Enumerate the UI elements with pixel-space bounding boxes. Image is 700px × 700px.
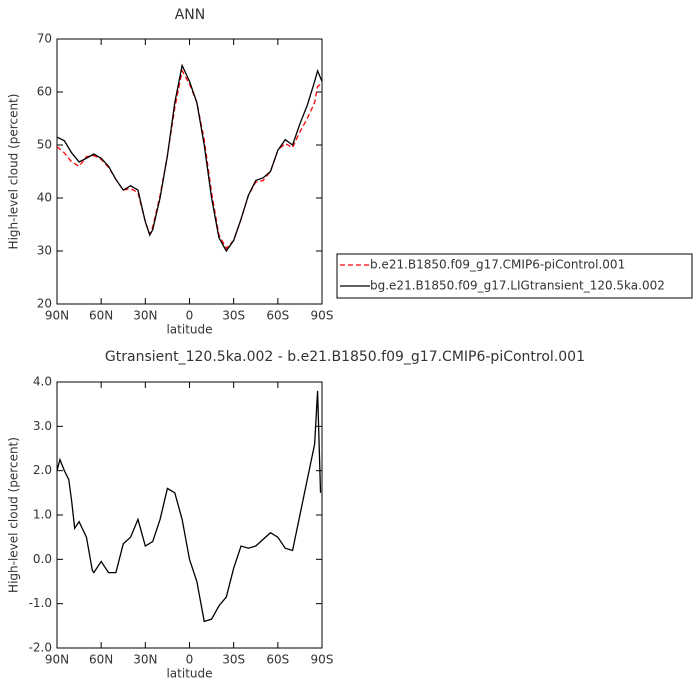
x-tick-label: 90S <box>311 309 334 323</box>
y-tick-label: 20 <box>37 297 52 311</box>
y-tick-label: 30 <box>37 244 52 258</box>
x-tick-label: 90N <box>45 653 69 667</box>
y-tick-label: 4.0 <box>33 375 52 389</box>
x-tick-label: 60S <box>266 653 289 667</box>
legend-box <box>336 253 693 299</box>
y-axis-label: High-level cloud (percent) <box>7 437 21 593</box>
x-axis-label: latitude <box>166 667 212 681</box>
x-tick-label: 60S <box>266 309 289 323</box>
y-tick-label: 40 <box>37 191 52 205</box>
x-tick-label: 30N <box>133 653 157 667</box>
x-axis-label: latitude <box>166 323 212 337</box>
y-tick-label: 70 <box>37 32 52 46</box>
y-axis-label: High-level cloud (percent) <box>7 94 21 250</box>
y-tick-label: 2.0 <box>33 463 52 477</box>
chart-title: ANN <box>175 7 206 23</box>
plot-frame <box>56 381 323 649</box>
y-tick-label: 3.0 <box>33 419 52 433</box>
y-tick-label: 0.0 <box>33 552 52 566</box>
legend-label: b.e21.B1850.f09_g17.CMIP6-piControl.001 <box>370 258 625 272</box>
x-tick-label: 0 <box>186 309 194 323</box>
data-line <box>56 68 323 250</box>
data-line <box>56 390 322 623</box>
x-tick-label: 90S <box>311 653 334 667</box>
y-tick-label: 1.0 <box>33 508 52 522</box>
data-line <box>56 63 323 253</box>
chart-title: Gtransient_120.5ka.002 - b.e21.B1850.f09… <box>105 349 585 365</box>
x-tick-label: 0 <box>186 653 194 667</box>
y-tick-label: -2.0 <box>29 641 52 655</box>
x-tick-label: 30N <box>133 309 157 323</box>
y-tick-label: -1.0 <box>29 596 52 610</box>
y-tick-label: 50 <box>37 138 52 152</box>
x-tick-label: 30S <box>222 653 245 667</box>
x-tick-label: 60N <box>89 653 113 667</box>
plot-frame <box>56 38 323 305</box>
x-tick-label: 90N <box>45 309 69 323</box>
x-tick-label: 30S <box>222 309 245 323</box>
x-tick-label: 60N <box>89 309 113 323</box>
legend-label: bg.e21.B1850.f09_g17.LIGtransient_120.5k… <box>370 279 665 293</box>
y-tick-label: 60 <box>37 85 52 99</box>
